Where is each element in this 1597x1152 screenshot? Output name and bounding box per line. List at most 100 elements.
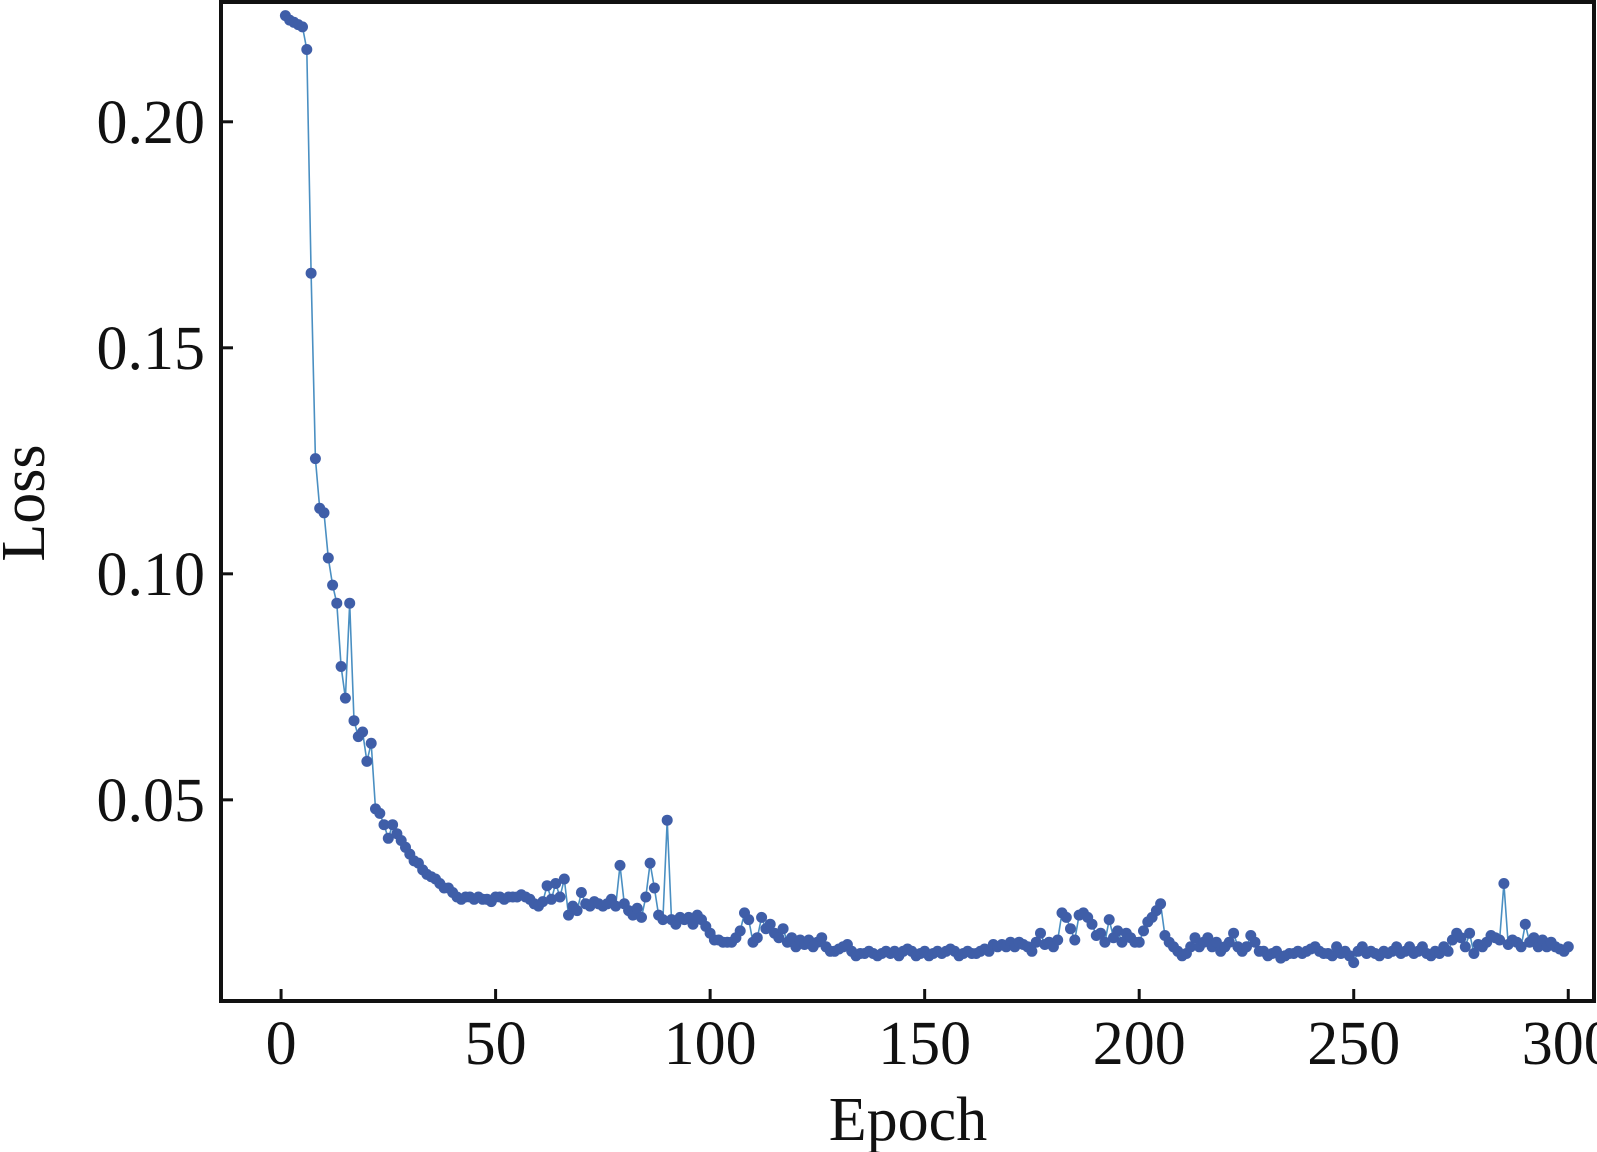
loss-point: [374, 807, 386, 819]
loss-point: [1095, 927, 1107, 939]
plot-area: [279, 10, 1574, 969]
loss-point: [1528, 932, 1540, 944]
loss-point: [1455, 932, 1467, 944]
loss-point: [1468, 948, 1480, 959]
y-tick-label: 0.20: [97, 89, 206, 157]
x-axis-ticks: 0 50 100 150 200 250 300: [266, 989, 1597, 1078]
x-tick-label: 100: [664, 1010, 757, 1078]
loss-point: [751, 932, 763, 944]
loss-point: [348, 715, 360, 727]
loss-point: [382, 832, 394, 844]
loss-series-line: [284, 15, 1569, 964]
loss-point: [1249, 936, 1261, 948]
loss-point: [1459, 941, 1471, 953]
loss-point: [657, 914, 669, 926]
loss-point: [1498, 878, 1510, 889]
loss-point: [545, 893, 557, 905]
plot-frame: [219, 0, 1596, 1003]
loss-point: [387, 819, 399, 831]
loss-point: [1133, 936, 1145, 948]
loss-point: [575, 887, 587, 898]
loss-point: [309, 453, 321, 465]
loss-point: [1562, 941, 1574, 953]
loss-point: [550, 878, 562, 889]
y-tick-label: 0.05: [97, 767, 206, 835]
y-tick-label: 0.15: [97, 315, 206, 383]
loss-point: [541, 880, 553, 892]
loss-point: [1155, 898, 1167, 910]
loss-point: [773, 932, 785, 944]
loss-point: [301, 44, 313, 55]
y-axis-ticks: 0.05 0.10 0.15 0.20: [97, 89, 233, 835]
loss-point: [816, 932, 828, 944]
y-tick-label: 0.10: [97, 541, 206, 609]
loss-point: [1030, 936, 1042, 948]
loss-point: [734, 925, 746, 937]
loss-point: [571, 905, 583, 917]
loss-point: [1060, 911, 1072, 923]
loss-point: [687, 918, 699, 930]
x-axis-label: Epoch: [829, 1086, 987, 1152]
loss-point: [331, 597, 343, 609]
loss-point: [554, 891, 566, 903]
loss-point: [661, 814, 673, 826]
loss-point: [764, 918, 776, 930]
loss-point: [1035, 927, 1046, 939]
loss-point: [756, 911, 768, 923]
loss-point: [1185, 941, 1197, 953]
y-axis-label: Loss: [0, 444, 58, 561]
loss-point: [614, 859, 626, 871]
loss-point: [1515, 941, 1527, 953]
loss-point: [1519, 918, 1531, 930]
loss-point: [1202, 932, 1214, 944]
x-tick-label: 250: [1307, 1010, 1400, 1078]
loss-point: [365, 737, 377, 749]
x-tick-label: 0: [266, 1010, 297, 1078]
loss-point: [318, 507, 330, 519]
x-tick-label: 150: [878, 1010, 971, 1078]
loss-point: [1112, 925, 1124, 937]
loss-point: [1228, 927, 1240, 939]
x-tick-label: 50: [465, 1010, 527, 1078]
x-tick-label: 300: [1522, 1010, 1597, 1078]
loss-point: [743, 914, 755, 926]
loss-point: [1099, 936, 1111, 948]
loss-point: [640, 891, 652, 903]
loss-point: [644, 857, 656, 869]
loss-point: [636, 911, 647, 923]
loss-point: [344, 597, 356, 609]
loss-point: [1464, 927, 1476, 939]
loss-point: [378, 819, 390, 831]
loss-point: [786, 932, 798, 944]
loss-point: [1494, 934, 1506, 946]
x-tick-label: 200: [1093, 1010, 1186, 1078]
loss-point: [648, 882, 660, 894]
loss-point: [1138, 925, 1149, 937]
loss-point: [1189, 932, 1201, 944]
loss-point: [1069, 934, 1081, 946]
loss-point: [1241, 941, 1252, 953]
loss-point: [339, 692, 351, 704]
loss-point: [1442, 945, 1454, 957]
loss-point: [1026, 945, 1038, 957]
loss-point: [537, 896, 549, 908]
loss-point: [335, 661, 347, 672]
loss-point: [1103, 914, 1115, 926]
loss-point: [1210, 936, 1222, 948]
loss-point: [631, 902, 643, 914]
loss-point: [1326, 950, 1338, 962]
loss-point: [1086, 918, 1098, 930]
loss-point: [610, 900, 622, 912]
loss-point: [357, 726, 369, 738]
loss-point: [305, 267, 317, 279]
loss-point: [1052, 934, 1064, 946]
loss-point: [297, 21, 308, 33]
loss-point: [777, 923, 789, 935]
loss-point: [1116, 936, 1128, 948]
loss-point: [327, 579, 339, 591]
loss-point: [1065, 923, 1076, 935]
loss-point: [558, 873, 570, 885]
loss-point: [1348, 957, 1360, 969]
loss-point: [1223, 936, 1235, 948]
